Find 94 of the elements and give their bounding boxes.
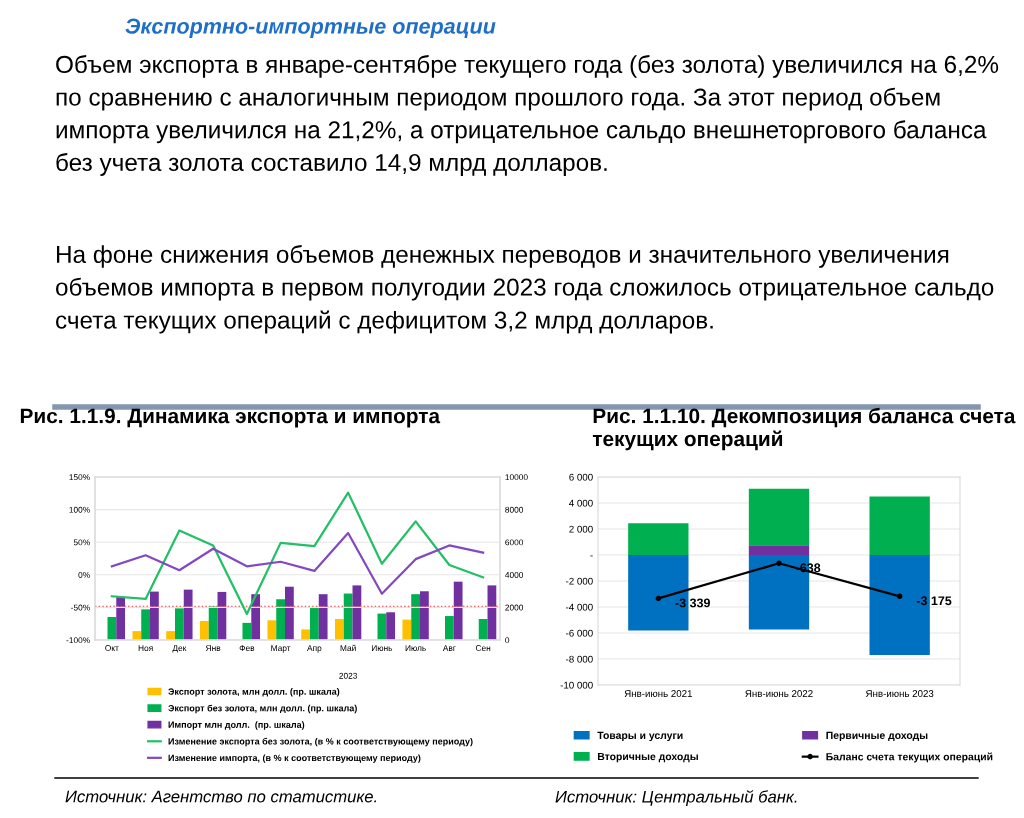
bar bbox=[386, 612, 396, 640]
x-tick-label: Сен bbox=[475, 645, 491, 651]
y-tick-label: 6 000 bbox=[569, 473, 593, 481]
y-tick-label: 4 000 bbox=[569, 499, 593, 507]
y-tick-label: 100% bbox=[69, 506, 90, 513]
bar bbox=[411, 594, 421, 640]
x-tick-label: Янв-июнь 2021 bbox=[624, 690, 692, 697]
x-tick-label: Окт bbox=[105, 645, 119, 651]
x-tick-label: Март bbox=[271, 645, 291, 653]
x-tick-label: Дек bbox=[172, 645, 187, 653]
chart-title: Рис. 1.1.9. Динамика экспорта и импорта bbox=[20, 408, 441, 428]
bar bbox=[420, 591, 429, 640]
y-tick-label: -100% bbox=[66, 637, 90, 644]
data-label: -3 339 bbox=[675, 598, 710, 608]
point bbox=[655, 595, 662, 602]
y-tick-label: -50% bbox=[71, 604, 90, 611]
bar bbox=[107, 617, 117, 640]
bar bbox=[199, 620, 209, 640]
chart-title: Рис. 1.1.10. Декомпозиция баланса счета текущих операций bbox=[592, 407, 1016, 451]
y-tick-label: - bbox=[590, 555, 593, 557]
bar bbox=[377, 613, 387, 640]
x-tick-label: Янв-июнь 2023 bbox=[865, 690, 934, 697]
bar bbox=[166, 631, 175, 640]
bar bbox=[183, 589, 193, 640]
line-series bbox=[110, 491, 485, 616]
y-tick-label: -10 000 bbox=[560, 681, 593, 689]
point bbox=[896, 593, 903, 600]
bar bbox=[748, 488, 810, 546]
x-tick-label: Янв-июнь 2022 bbox=[745, 690, 813, 697]
y-tick-label: -2 000 bbox=[566, 577, 593, 585]
y-tick-label: -6 000 bbox=[566, 629, 593, 637]
legend-label: Экспорт без золота, млн долл. (пр. шкала) bbox=[168, 704, 357, 714]
bar bbox=[628, 523, 689, 555]
bar bbox=[116, 597, 126, 640]
x-tick-label: Апр bbox=[307, 645, 322, 653]
bar bbox=[150, 591, 159, 640]
y-tick-label: -8 000 bbox=[566, 655, 593, 663]
data-label: -3 175 bbox=[916, 596, 952, 606]
bar bbox=[478, 618, 488, 640]
y2-tick-label: 2000 bbox=[505, 604, 524, 611]
legend-label: Изменение импорта, (в % к соответствующему периоду) bbox=[168, 754, 421, 763]
y2-tick-label: 4000 bbox=[505, 572, 524, 578]
legend-label: Экспорт золота, млн долл. (пр. шкала) bbox=[168, 688, 340, 697]
bar bbox=[242, 622, 252, 640]
legend-label: Товары и услуги bbox=[597, 731, 683, 742]
x-tick-label: Июль bbox=[405, 645, 426, 651]
text: На фоне снижения объемов денежных переводов и значительного увеличения объемов импорта в первом полугодии 2023 года сложилось отрицательное сальдо счета текущих операций с дефицитом 3,2 млрд долларов. bbox=[56, 245, 994, 334]
bar bbox=[628, 555, 689, 631]
bar bbox=[444, 616, 454, 640]
legend-label: Первичные доходы bbox=[826, 731, 928, 742]
bar bbox=[318, 594, 328, 640]
x-tick-label: Июнь bbox=[371, 645, 393, 651]
bar bbox=[174, 608, 184, 640]
bar bbox=[748, 545, 810, 555]
y-tick-label: -4 000 bbox=[566, 603, 593, 611]
bar bbox=[869, 555, 930, 656]
bar bbox=[267, 620, 277, 640]
y2-tick-label: 6000 bbox=[505, 539, 524, 546]
legend-label: Баланс счета текущих операций bbox=[826, 752, 993, 763]
line-series bbox=[110, 531, 485, 595]
bar bbox=[453, 581, 463, 640]
point bbox=[776, 560, 782, 567]
text: 2023 bbox=[339, 672, 358, 679]
x-tick-label: Янв bbox=[205, 645, 221, 651]
legend-label: Вторичные доходы bbox=[597, 752, 698, 763]
legend-label: Импорт млн долл. (пр. шкала) bbox=[168, 721, 305, 730]
bar bbox=[334, 618, 344, 640]
legend-label: Изменение экспорта без золота, (в % к соответствующему периоду) bbox=[168, 737, 473, 747]
bar bbox=[869, 496, 930, 555]
text: Источник: Центральный банк. bbox=[555, 790, 797, 806]
y2-tick-label: 0 bbox=[505, 637, 510, 644]
bar bbox=[276, 599, 286, 640]
bar bbox=[141, 609, 151, 640]
bar bbox=[132, 631, 142, 640]
bar bbox=[208, 606, 218, 640]
bar bbox=[309, 608, 319, 640]
bar bbox=[343, 593, 353, 640]
y-tick-label: 150% bbox=[69, 474, 90, 481]
bar bbox=[301, 629, 310, 640]
text: Объем экспорта в январе-сентябре текущего года (без золота) увеличился на 6,2% по сравнению с аналогичным периодом прошлого года. За этот период объем импорта увеличился на 21,2%, а отрицательное сальдо внешнеторгового баланса без учета золота составило 14,9 млрд долларов. bbox=[56, 55, 999, 176]
x-tick-label: Ноя bbox=[138, 645, 153, 651]
y-tick-label: 50% bbox=[73, 539, 90, 546]
x-tick-label: Фев bbox=[239, 645, 255, 651]
text: Источник: Агентство по статистике. bbox=[65, 790, 377, 803]
y-tick-label: 2 000 bbox=[569, 525, 593, 533]
bar bbox=[402, 619, 412, 640]
x-tick-label: Авг bbox=[442, 645, 456, 651]
bar bbox=[285, 586, 294, 640]
y2-tick-label: 8000 bbox=[505, 506, 524, 513]
x-tick-label: Май bbox=[340, 644, 356, 651]
y2-tick-label: 10000 bbox=[505, 474, 528, 481]
y-tick-label: 0% bbox=[78, 572, 90, 578]
text: Экспортно-импортные операции bbox=[125, 18, 496, 39]
bar bbox=[251, 594, 261, 640]
